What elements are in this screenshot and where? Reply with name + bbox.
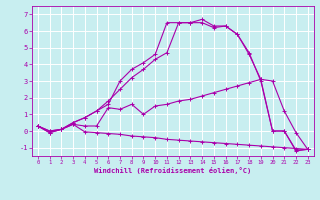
X-axis label: Windchill (Refroidissement éolien,°C): Windchill (Refroidissement éolien,°C) bbox=[94, 167, 252, 174]
